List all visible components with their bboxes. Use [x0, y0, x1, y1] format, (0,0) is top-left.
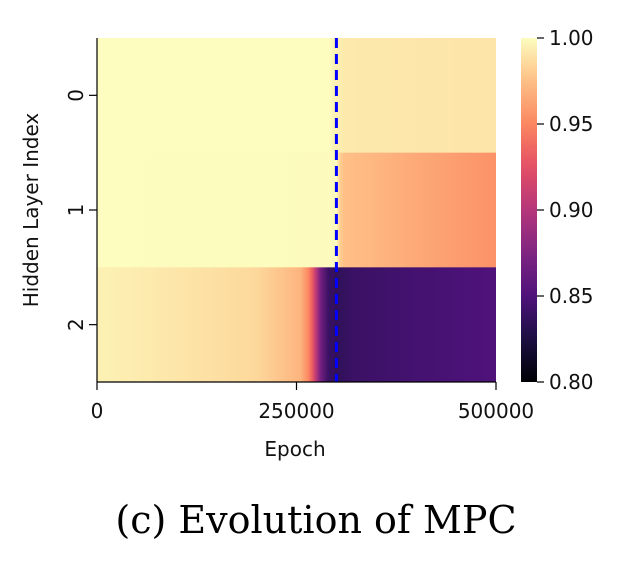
y-tick-label: 2 [64, 318, 88, 331]
colorbar-tick-label: 0.80 [549, 370, 594, 394]
figure-caption: (c) Evolution of MPC [115, 498, 517, 542]
x-axis: 0 250000 500000 [91, 381, 534, 423]
x-axis-label: Epoch [264, 437, 325, 461]
colorbar-tick-label: 0.95 [549, 112, 594, 136]
colorbar: 1.00 0.95 0.90 0.85 0.80 [521, 26, 594, 394]
x-tick-label: 250000 [258, 399, 334, 423]
y-tick-label: 0 [64, 89, 88, 102]
heatmap-chart: 0 250000 500000 0 1 2 1.00 0.95 0.90 0.85 0.80 E… [19, 26, 594, 461]
heatmap-row-1 [97, 152, 496, 268]
y-axis: 0 1 2 [64, 38, 98, 382]
colorbar-tick-label: 1.00 [549, 26, 594, 50]
x-tick-label: 500000 [458, 399, 534, 423]
colorbar-gradient [521, 38, 537, 382]
y-tick-label: 1 [64, 204, 88, 217]
x-tick-label: 0 [91, 399, 104, 423]
heatmap-row-0 [97, 38, 496, 154]
heatmap-row-2 [97, 267, 496, 383]
colorbar-tick-label: 0.85 [549, 284, 594, 308]
heatmap-cells [97, 38, 496, 383]
colorbar-tick-label: 0.90 [549, 198, 594, 222]
y-axis-label: Hidden Layer Index [19, 113, 43, 308]
